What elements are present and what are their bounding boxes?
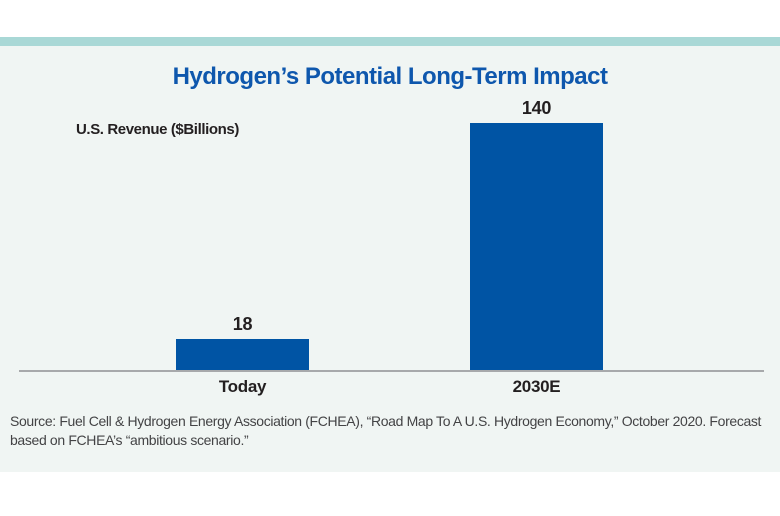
accent-strip <box>0 37 780 46</box>
bar-group-2030e: 140 <box>470 98 603 371</box>
category-label-2030e: 2030E <box>512 377 561 396</box>
y-axis-label: U.S. Revenue ($Billions) <box>76 121 239 138</box>
bar-2030e <box>470 123 603 371</box>
source-note: Source: Fuel Cell & Hydrogen Energy Asso… <box>10 412 778 450</box>
bar-value-label-2030e: 140 <box>521 98 552 118</box>
source-line-1: Source: Fuel Cell & Hydrogen Energy Asso… <box>10 413 762 429</box>
chart-title: Hydrogen’s Potential Long-Term Impact <box>172 63 608 90</box>
bar-today <box>176 339 309 371</box>
category-label-today: Today <box>218 377 267 396</box>
chart-panel <box>0 46 780 472</box>
bar-value-label-today: 18 <box>232 314 253 334</box>
source-line-2: based on FCHEA’s “ambitious scenario.” <box>10 432 249 448</box>
x-axis-line <box>19 370 764 372</box>
bar-group-today: 18 <box>176 314 309 371</box>
